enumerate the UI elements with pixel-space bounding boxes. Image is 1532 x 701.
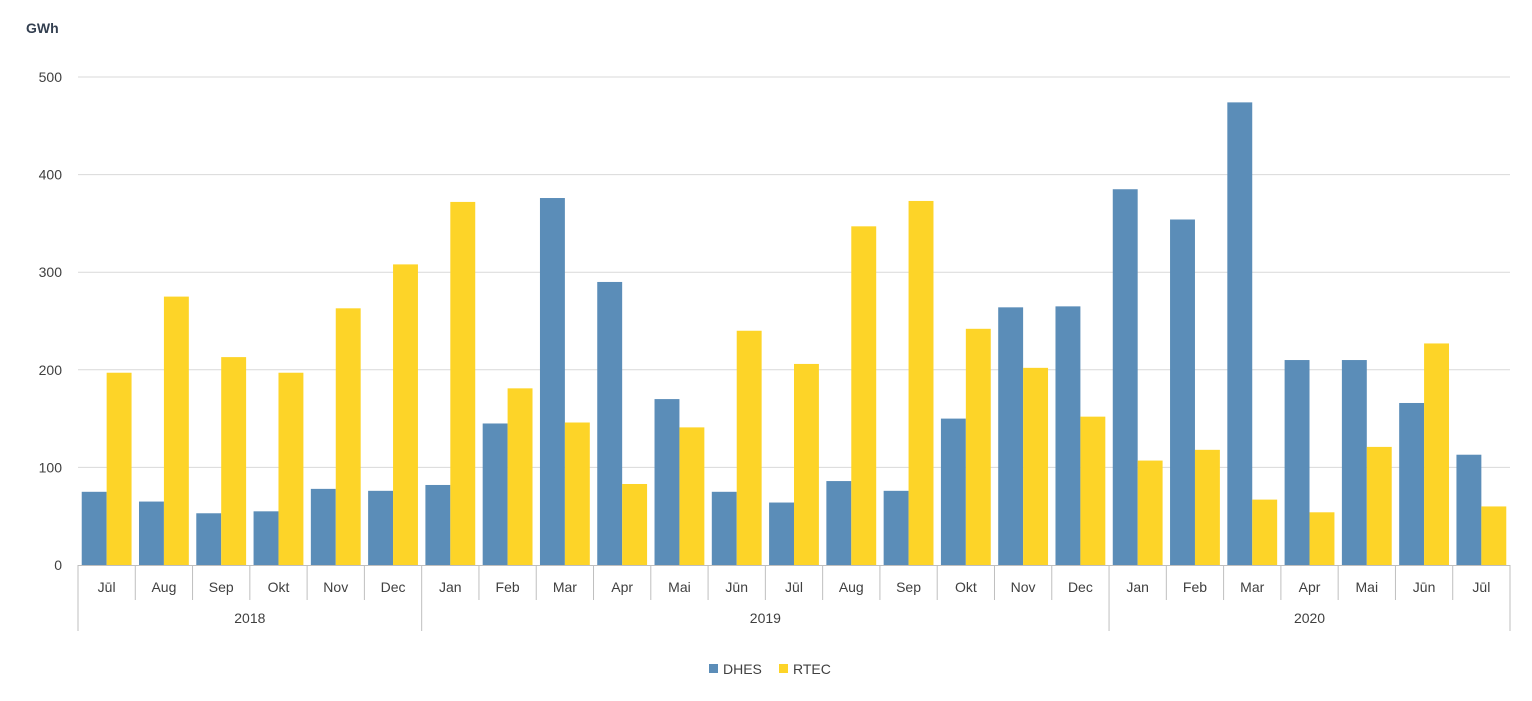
bar-dhes — [1284, 360, 1310, 565]
x-tick-label: Jūl — [98, 579, 116, 595]
bar-rtec — [221, 357, 247, 565]
y-axis-ticks: 0 100 200 300 400 500 — [39, 69, 63, 573]
bar-dhes — [310, 488, 336, 565]
x-tick-label: Mar — [1240, 579, 1264, 595]
bar-rtec — [1023, 367, 1049, 565]
bar-rtec — [106, 372, 132, 565]
x-tick-label: Okt — [955, 579, 977, 595]
x-tick-label: Mar — [553, 579, 577, 595]
x-tick-label: Sep — [896, 579, 921, 595]
x-tick-label: Nov — [323, 579, 348, 595]
bar-dhes — [196, 513, 222, 565]
x-axis: Jūl Aug Sep Okt Nov Dec Jan Feb Mar Apr Mai Jūn Jūl A… — [77, 565, 1511, 631]
y-tick-label: 100 — [39, 459, 63, 475]
legend: DHES RTEC — [709, 661, 831, 677]
x-tick-label: Jūl — [785, 579, 803, 595]
bar-dhes — [1227, 102, 1253, 565]
bar-dhes — [81, 491, 107, 565]
x-tick-label: Jūl — [1472, 579, 1490, 595]
bar-dhes — [368, 490, 394, 565]
bar-dhes — [940, 418, 966, 565]
x-tick-label: Aug — [839, 579, 864, 595]
bar-rtec — [965, 328, 991, 565]
x-tick-label: Jan — [439, 579, 462, 595]
bar-rtec — [450, 201, 476, 566]
bar-dhes — [597, 281, 623, 565]
x-tick-label: Nov — [1011, 579, 1036, 595]
bar-dhes — [425, 484, 451, 565]
bar-rtec — [1252, 499, 1278, 565]
x-tick-label: Mai — [668, 579, 691, 595]
x-tick-label: Dec — [381, 579, 406, 595]
bar-dhes — [826, 481, 852, 565]
x-tick-label: Okt — [268, 579, 290, 595]
x-tick-label: Feb — [496, 579, 520, 595]
x-tick-label: Apr — [1299, 579, 1321, 595]
y-tick-label: 300 — [39, 264, 63, 280]
bar-rtec — [1366, 446, 1392, 565]
bar-rtec — [1080, 416, 1106, 565]
gridlines — [78, 76, 1510, 468]
x-tick-label: Jūn — [725, 579, 748, 595]
x-tick-label: Feb — [1183, 579, 1207, 595]
bar-dhes — [883, 490, 909, 565]
legend-label-dhes: DHES — [723, 661, 762, 677]
bar-rtec — [564, 422, 590, 565]
bar-dhes — [1399, 402, 1425, 565]
bar-dhes — [1456, 454, 1482, 565]
bar-dhes — [998, 307, 1024, 565]
bar-rtec — [1137, 460, 1163, 565]
year-label: 2019 — [750, 610, 781, 626]
bar-rtec — [393, 264, 418, 565]
x-tick-label: Apr — [611, 579, 633, 595]
x-tick-label: Jūn — [1413, 579, 1436, 595]
bar-dhes — [253, 511, 279, 565]
bar-rtec — [507, 388, 533, 565]
bar-rtec — [1194, 449, 1220, 565]
legend-label-rtec: RTEC — [793, 661, 831, 677]
bar-dhes — [1341, 360, 1367, 565]
bar-rtec — [908, 200, 934, 565]
bar-dhes — [1055, 306, 1081, 565]
bar-rtec — [851, 226, 877, 565]
x-tick-label: Sep — [209, 579, 234, 595]
bar-dhes — [139, 501, 164, 565]
year-label: 2020 — [1294, 610, 1325, 626]
legend-swatch-rtec — [779, 664, 788, 673]
bar-rtec — [1424, 343, 1449, 565]
y-axis-unit-label: GWh — [26, 20, 59, 36]
bar-rtec — [1309, 512, 1335, 565]
x-tick-label: Mai — [1356, 579, 1379, 595]
bar-dhes — [482, 423, 508, 565]
y-tick-label: 200 — [39, 362, 63, 378]
bar-rtec — [278, 372, 304, 565]
bar-rtec — [794, 363, 819, 565]
bar-rtec — [163, 296, 189, 565]
bar-dhes — [1112, 189, 1138, 566]
bar-rtec — [622, 483, 648, 565]
x-tick-label: Jan — [1126, 579, 1149, 595]
y-tick-label: 0 — [54, 557, 62, 573]
bar-rtec — [335, 308, 361, 565]
bar-rtec — [1481, 506, 1507, 565]
bar-dhes — [711, 491, 737, 565]
x-tick-label: Dec — [1068, 579, 1093, 595]
bar-dhes — [1170, 219, 1195, 565]
bars — [81, 102, 1507, 566]
bar-dhes — [654, 399, 680, 565]
y-tick-label: 500 — [39, 69, 63, 85]
year-label: 2018 — [234, 610, 265, 626]
x-tick-label: Aug — [151, 579, 176, 595]
bar-dhes — [539, 198, 565, 566]
bar-rtec — [736, 330, 762, 565]
bar-rtec — [679, 427, 705, 565]
legend-swatch-dhes — [709, 664, 718, 673]
bar-dhes — [769, 502, 794, 565]
y-tick-label: 400 — [39, 167, 63, 183]
